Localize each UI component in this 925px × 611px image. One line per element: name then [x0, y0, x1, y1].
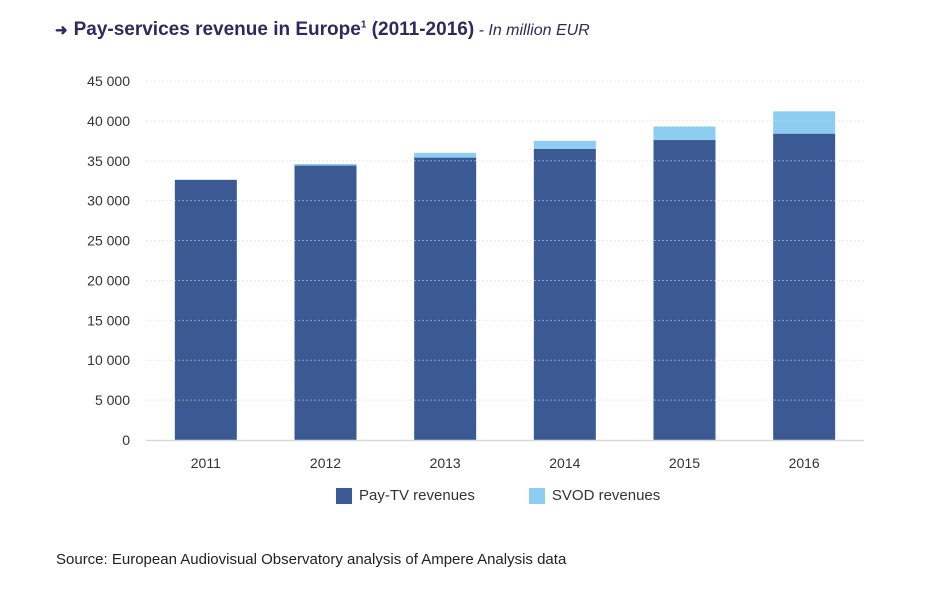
bar-pay-tv	[294, 165, 357, 440]
bar-pay-tv	[414, 157, 477, 440]
legend-swatch-svod	[528, 487, 545, 504]
legend-label-svod: SVOD revenues	[551, 487, 661, 504]
y-tick-label: 15 000	[87, 312, 130, 328]
bar-svod	[653, 126, 716, 141]
x-tick-label: 2011	[191, 455, 221, 471]
bar-pay-tv	[773, 133, 836, 441]
legend-item-pay-tv: Pay-TV revenues	[336, 487, 475, 504]
legend: Pay-TV revenues SVOD revenues	[336, 487, 660, 504]
x-tick-label: 2012	[310, 455, 341, 471]
legend-swatch-pay-tv	[336, 487, 352, 504]
y-tick-label: 20 000	[87, 272, 130, 288]
y-tick-label: 40 000	[87, 113, 130, 129]
x-tick-label: 2016	[789, 455, 820, 471]
x-tick-label: 2013	[430, 455, 461, 471]
chart-title: ➜ Pay-services revenue in Europe1 (2011-2…	[55, 19, 590, 41]
y-tick-label: 10 000	[87, 352, 130, 368]
x-tick-label: 2014	[549, 455, 580, 471]
source-note: Source: European Audiovisual Observatory…	[56, 551, 567, 568]
y-tick-label: 5 000	[95, 392, 130, 408]
y-tick-label: 0	[122, 432, 130, 448]
bar-pay-tv	[174, 179, 237, 440]
y-tick-label: 25 000	[87, 233, 130, 249]
bar-svod	[773, 111, 836, 134]
x-tick-label: 2015	[669, 455, 700, 471]
y-tick-label: 35 000	[87, 153, 130, 169]
title-years: (2011-2016)	[366, 19, 475, 40]
footnote-mark: 1	[360, 19, 367, 31]
legend-label-pay-tv: Pay-TV revenues	[359, 487, 475, 504]
bar-pay-tv	[653, 140, 716, 440]
arrow-icon: ➜	[55, 22, 68, 39]
y-tick-label: 30 000	[87, 193, 130, 209]
bar-svod	[414, 152, 477, 158]
bar-svod	[533, 140, 596, 149]
title-main: Pay-services revenue in Europe	[73, 19, 361, 40]
bar-pay-tv	[533, 148, 596, 441]
bar-svod	[294, 163, 357, 166]
legend-item-svod: SVOD revenues	[528, 487, 661, 504]
y-tick-label: 45 000	[87, 73, 130, 89]
title-unit: - In million EUR	[474, 22, 590, 39]
